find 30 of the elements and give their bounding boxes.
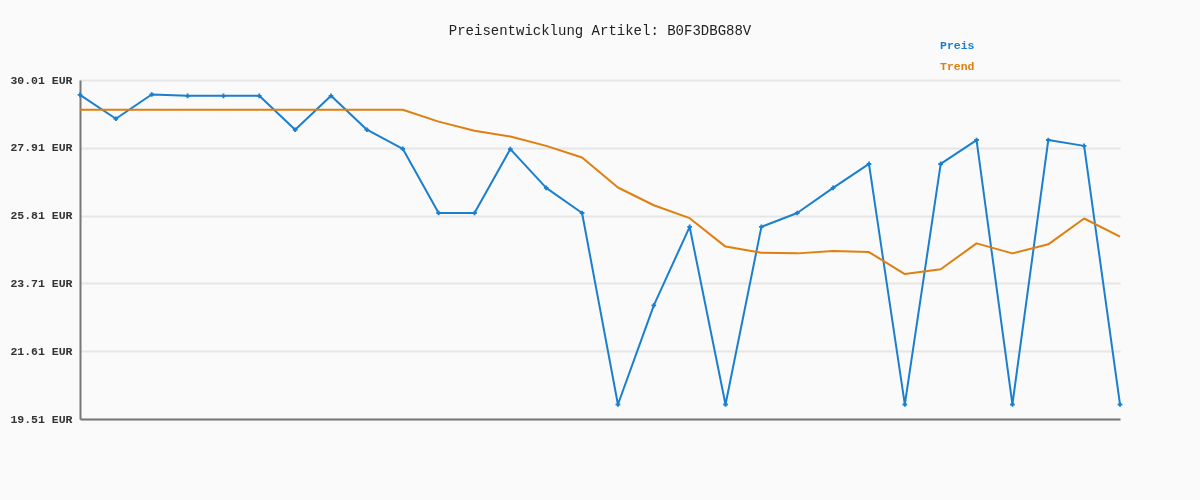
chart-title: Preisentwicklung Artikel: B0F3DBG88V: [448, 23, 752, 39]
y-tick-label: 23.71 EUR: [10, 276, 73, 290]
text: Preis: [940, 39, 975, 52]
point: [292, 127, 298, 133]
text: Trend: [940, 60, 975, 73]
point: [759, 224, 764, 230]
y-tick-label: 19.51 EUR: [10, 412, 73, 426]
y-tick-label: 21.61 EUR: [10, 344, 73, 358]
point: [1010, 402, 1015, 407]
point: [651, 303, 657, 308]
point: [185, 93, 190, 99]
point: [113, 116, 119, 122]
point: [328, 93, 334, 99]
point: [364, 127, 370, 133]
point: [938, 161, 944, 167]
point: [543, 185, 549, 191]
point: [902, 402, 908, 407]
point: [1045, 137, 1051, 143]
point: [149, 92, 155, 97]
point: [221, 93, 226, 99]
point: [256, 93, 262, 99]
point: [830, 185, 836, 191]
point: [436, 210, 441, 216]
y-tick-label: 27.91 EUR: [10, 141, 73, 155]
point: [508, 146, 513, 152]
point: [794, 210, 800, 216]
y-tick-label: 30.01 EUR: [10, 73, 73, 87]
y-tick-label: 25.81 EUR: [10, 209, 73, 223]
line-series: [79, 108, 1121, 276]
point: [400, 146, 406, 152]
